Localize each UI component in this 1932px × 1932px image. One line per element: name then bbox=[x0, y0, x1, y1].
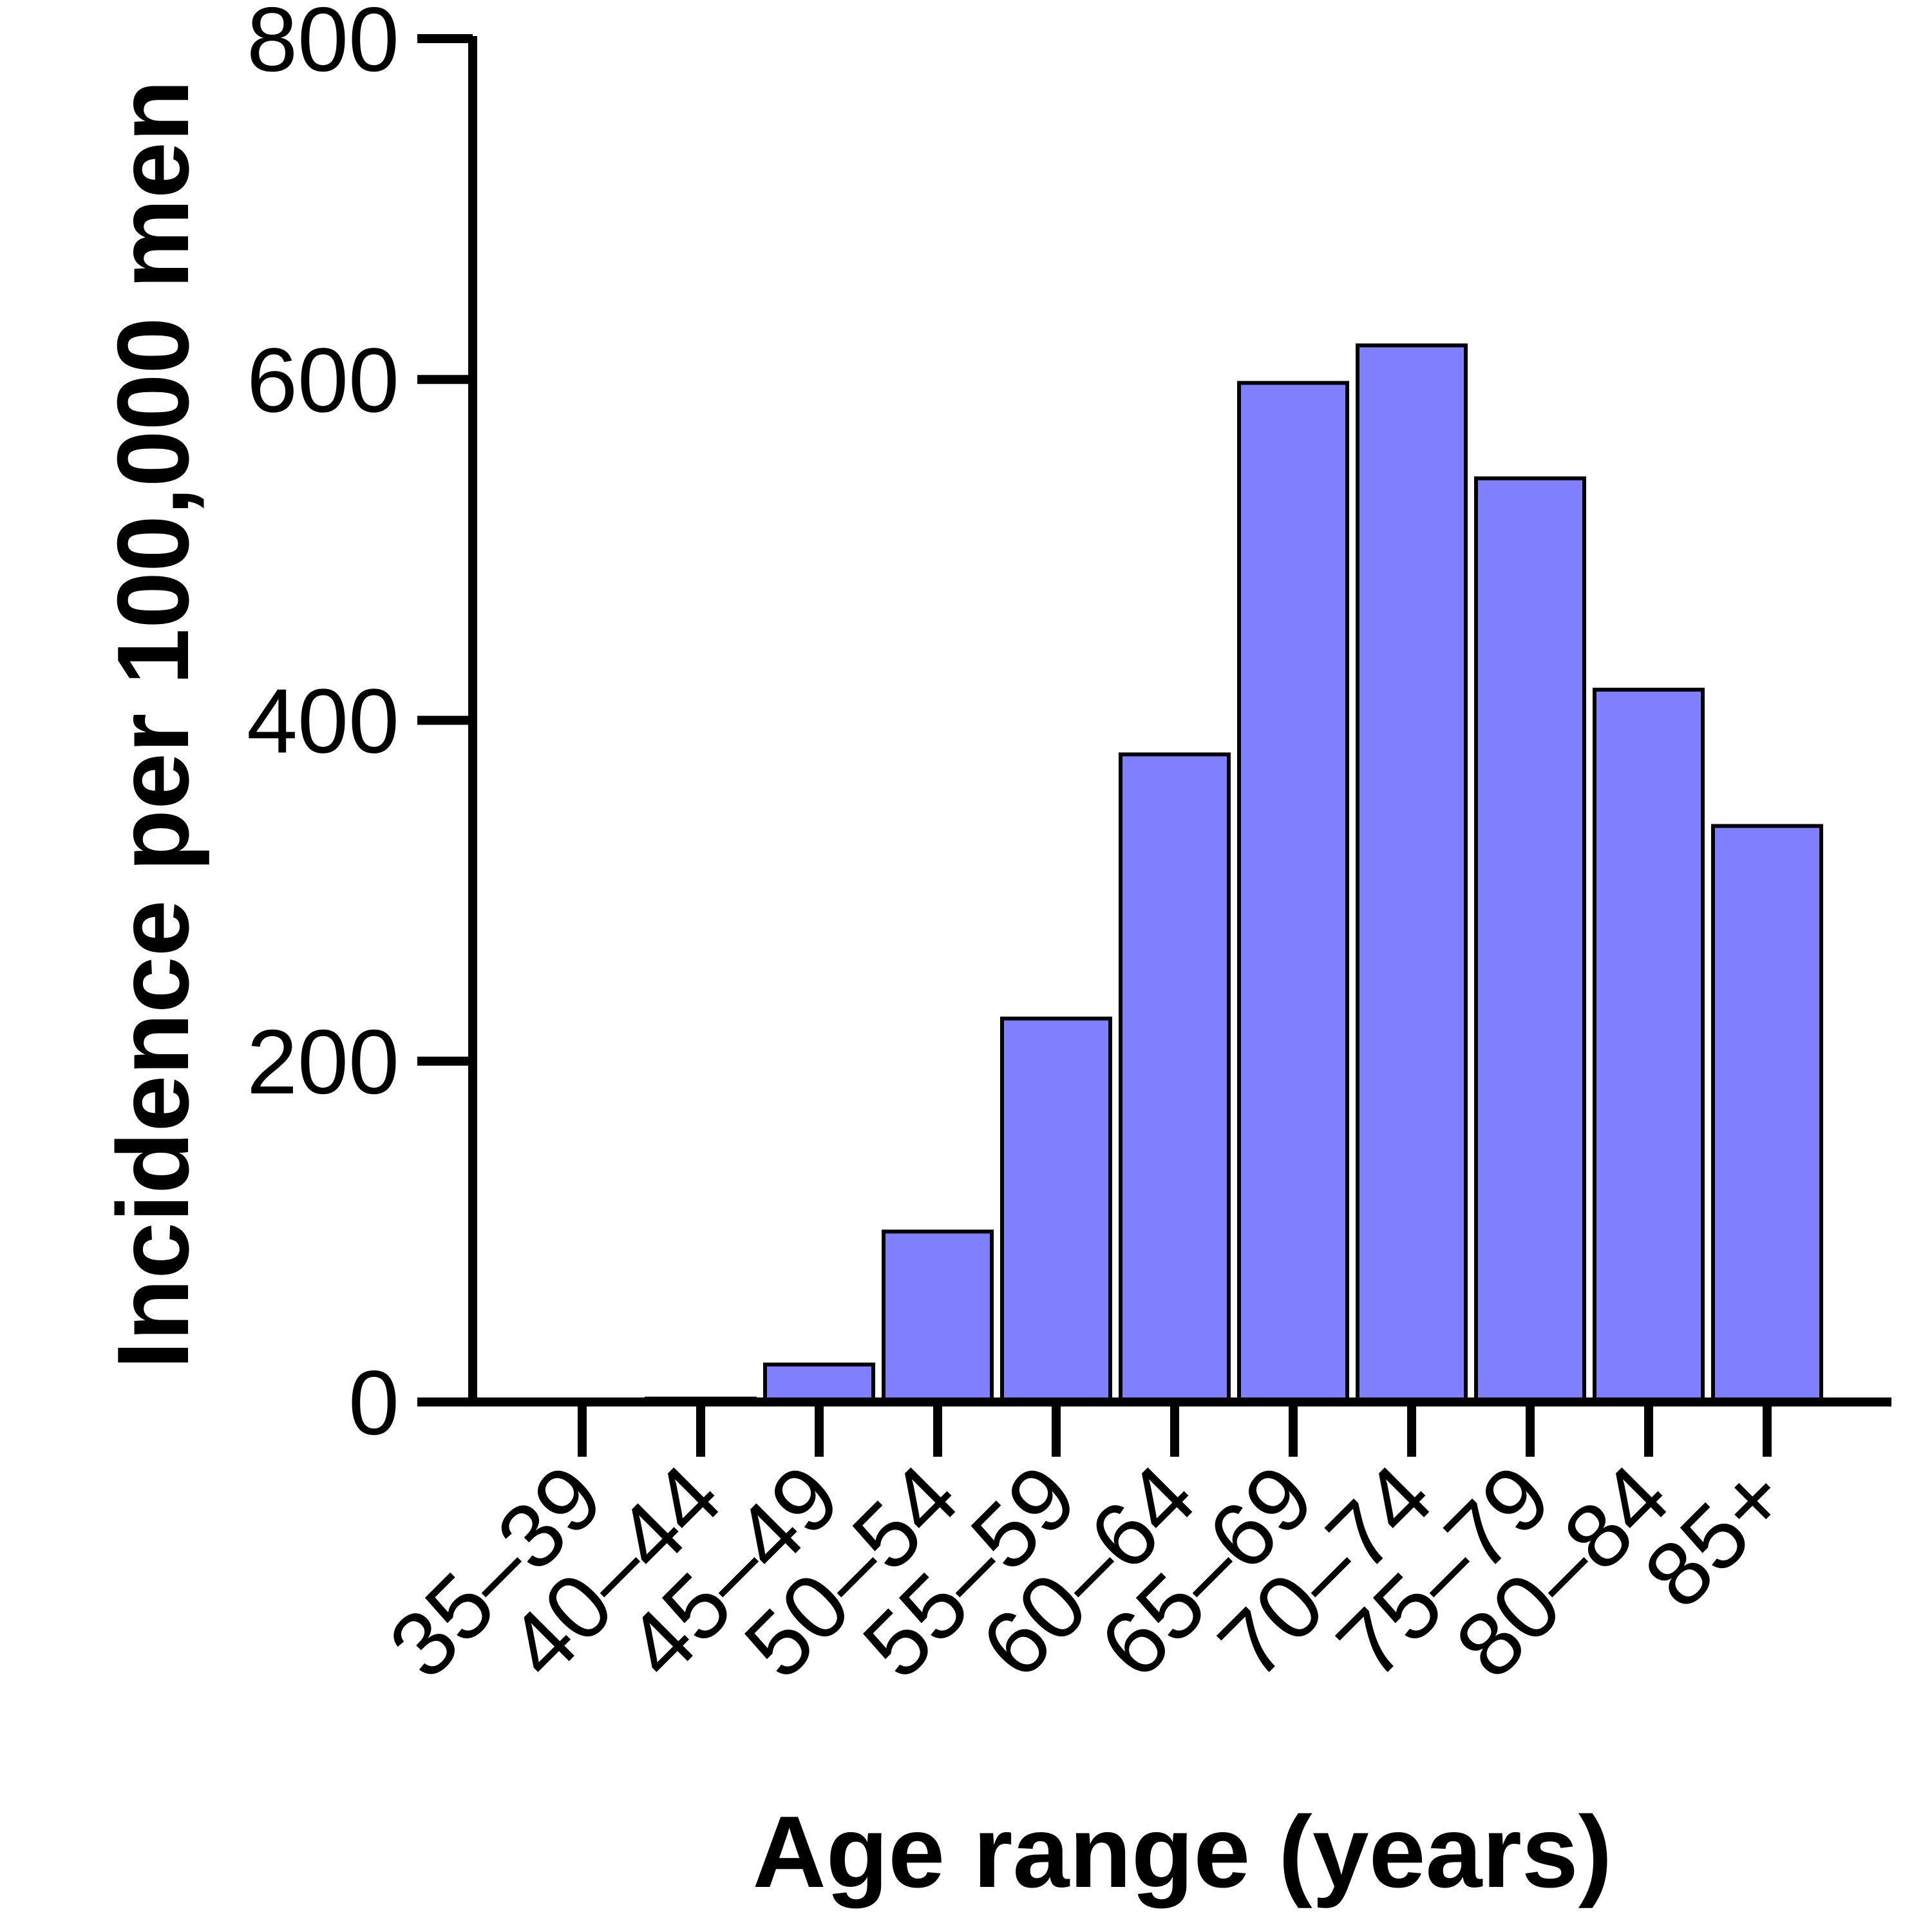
bar-60–64 bbox=[1119, 752, 1231, 1405]
x-axis: 35–3940–4445–4950–5455–5960–6465–6970–74… bbox=[370, 1397, 1891, 1698]
y-tick-label: 800 bbox=[247, 0, 399, 91]
bar-65–69 bbox=[1237, 381, 1349, 1404]
bar-80–84 bbox=[1593, 687, 1705, 1404]
bar-55–59 bbox=[1000, 1016, 1112, 1404]
y-axis: 0 200 400 600 800 bbox=[247, 0, 477, 1454]
y-tick-label: 200 bbox=[247, 1011, 399, 1113]
bars-group bbox=[645, 343, 1823, 1405]
bar-85+ bbox=[1711, 824, 1823, 1404]
y-axis-title: Incidence per 100,000 men bbox=[97, 80, 210, 1369]
y-tick-label: 600 bbox=[247, 329, 399, 431]
bar-45–49 bbox=[763, 1362, 875, 1404]
x-tick-label: 85+ bbox=[1625, 1445, 1807, 1627]
y-tick-label: 0 bbox=[348, 1352, 399, 1454]
y-tick-label: 400 bbox=[247, 670, 399, 773]
bar-70–74 bbox=[1356, 343, 1468, 1405]
x-axis-title: Age range (years) bbox=[753, 1795, 1613, 1909]
bar-75–79 bbox=[1474, 476, 1586, 1404]
bar-50–54 bbox=[882, 1229, 994, 1404]
